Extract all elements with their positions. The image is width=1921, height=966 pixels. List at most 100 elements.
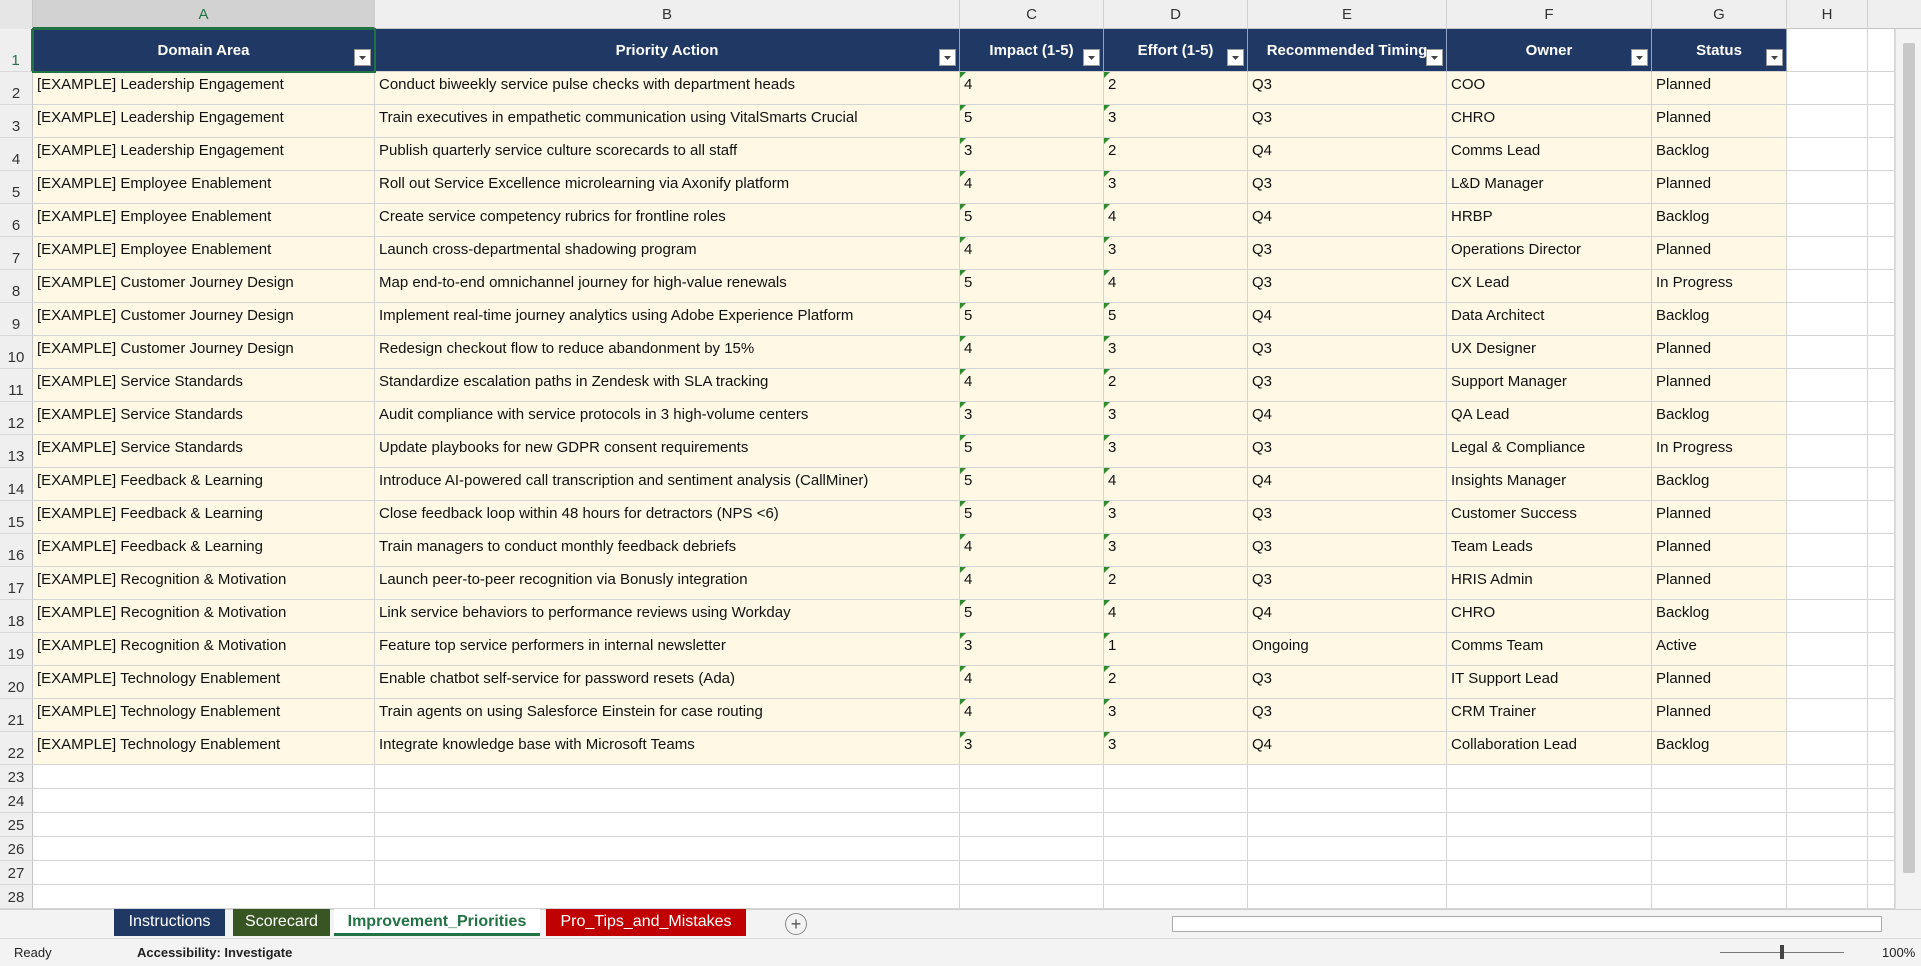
row-number[interactable]: 23 (0, 765, 33, 789)
data-cell[interactable]: 4 (960, 369, 1104, 402)
data-cell[interactable]: Planned (1652, 105, 1787, 138)
empty-cell[interactable] (33, 885, 375, 909)
empty-cell[interactable] (1787, 861, 1868, 885)
data-cell[interactable]: Planned (1652, 666, 1787, 699)
empty-cell[interactable] (1787, 837, 1868, 861)
empty-cell[interactable] (1447, 837, 1652, 861)
row-number[interactable]: 24 (0, 789, 33, 813)
data-cell[interactable]: Integrate knowledge base with Microsoft … (375, 732, 960, 765)
data-cell[interactable]: Planned (1652, 534, 1787, 567)
empty-cell[interactable] (1447, 765, 1652, 789)
data-cell[interactable]: Backlog (1652, 204, 1787, 237)
data-cell[interactable]: Implement real-time journey analytics us… (375, 303, 960, 336)
empty-cell[interactable] (1104, 789, 1248, 813)
data-cell[interactable]: Planned (1652, 501, 1787, 534)
empty-cell[interactable] (33, 789, 375, 813)
data-cell[interactable]: [EXAMPLE] Technology Enablement (33, 699, 375, 732)
data-cell[interactable]: Operations Director (1447, 237, 1652, 270)
data-cell[interactable]: 4 (960, 171, 1104, 204)
empty-cell[interactable] (1868, 885, 1895, 909)
empty-cell[interactable] (1787, 765, 1868, 789)
empty-cell[interactable] (1248, 885, 1447, 909)
empty-cell[interactable] (1868, 303, 1895, 336)
empty-cell[interactable] (375, 885, 960, 909)
data-cell[interactable]: Train executives in empathetic communica… (375, 105, 960, 138)
empty-cell[interactable] (375, 837, 960, 861)
data-cell[interactable]: [EXAMPLE] Feedback & Learning (33, 468, 375, 501)
sheet-tab[interactable]: Scorecard (233, 909, 330, 936)
header-cell[interactable]: Status (1652, 29, 1787, 72)
empty-cell[interactable] (1787, 303, 1868, 336)
column-letter[interactable]: A (33, 0, 375, 29)
column-letter[interactable]: C (960, 0, 1104, 29)
empty-cell[interactable] (1787, 336, 1868, 369)
data-cell[interactable]: 5 (960, 600, 1104, 633)
row-number[interactable]: 17 (0, 567, 33, 600)
empty-cell[interactable] (1868, 501, 1895, 534)
data-cell[interactable]: 4 (960, 567, 1104, 600)
empty-cell[interactable] (1868, 699, 1895, 732)
row-number[interactable]: 6 (0, 204, 33, 237)
row-number[interactable]: 12 (0, 402, 33, 435)
data-cell[interactable]: Q3 (1248, 105, 1447, 138)
row-number[interactable]: 10 (0, 336, 33, 369)
data-cell[interactable]: IT Support Lead (1447, 666, 1652, 699)
data-cell[interactable]: 3 (1104, 402, 1248, 435)
data-cell[interactable]: Planned (1652, 567, 1787, 600)
data-cell[interactable]: Q3 (1248, 435, 1447, 468)
data-cell[interactable]: Train agents on using Salesforce Einstei… (375, 699, 960, 732)
data-cell[interactable]: COO (1447, 72, 1652, 105)
data-cell[interactable]: HRIS Admin (1447, 567, 1652, 600)
data-cell[interactable]: Planned (1652, 699, 1787, 732)
data-cell[interactable]: Q3 (1248, 534, 1447, 567)
empty-cell[interactable] (1868, 666, 1895, 699)
empty-cell[interactable] (1447, 813, 1652, 837)
empty-cell[interactable] (1104, 861, 1248, 885)
data-cell[interactable]: 3 (1104, 105, 1248, 138)
data-cell[interactable]: 3 (960, 633, 1104, 666)
empty-cell[interactable] (1447, 885, 1652, 909)
data-cell[interactable]: 3 (1104, 237, 1248, 270)
sheet-tab[interactable]: Pro_Tips_and_Mistakes (546, 909, 746, 936)
empty-cell[interactable] (33, 765, 375, 789)
sheet-tab[interactable]: Improvement_Priorities (334, 909, 540, 936)
vertical-scrollbar[interactable] (1895, 29, 1921, 909)
data-cell[interactable]: Insights Manager (1447, 468, 1652, 501)
data-cell[interactable]: Introduce AI-powered call transcription … (375, 468, 960, 501)
empty-cell[interactable] (1787, 402, 1868, 435)
empty-cell[interactable] (1248, 765, 1447, 789)
data-cell[interactable]: 4 (960, 72, 1104, 105)
empty-cell[interactable] (1868, 468, 1895, 501)
data-cell[interactable]: 2 (1104, 72, 1248, 105)
column-letter[interactable]: B (375, 0, 960, 29)
row-number[interactable]: 21 (0, 699, 33, 732)
sheet-tab[interactable]: Instructions (114, 909, 225, 936)
empty-cell[interactable] (1652, 861, 1787, 885)
empty-cell[interactable] (1868, 534, 1895, 567)
row-number[interactable]: 22 (0, 732, 33, 765)
empty-cell[interactable] (1868, 204, 1895, 237)
data-cell[interactable]: [EXAMPLE] Employee Enablement (33, 204, 375, 237)
data-cell[interactable]: HRBP (1447, 204, 1652, 237)
data-cell[interactable]: Planned (1652, 72, 1787, 105)
data-cell[interactable]: 5 (960, 204, 1104, 237)
empty-cell[interactable] (1787, 29, 1868, 72)
data-cell[interactable]: 3 (960, 138, 1104, 171)
row-number[interactable]: 16 (0, 534, 33, 567)
filter-button[interactable] (354, 49, 371, 66)
data-cell[interactable]: Close feedback loop within 48 hours for … (375, 501, 960, 534)
row-number[interactable]: 1 (0, 29, 33, 72)
data-cell[interactable]: Q4 (1248, 303, 1447, 336)
empty-cell[interactable] (1868, 171, 1895, 204)
zoom-thumb[interactable] (1780, 945, 1784, 959)
empty-cell[interactable] (1868, 237, 1895, 270)
empty-cell[interactable] (1652, 765, 1787, 789)
empty-cell[interactable] (1787, 885, 1868, 909)
add-sheet-button[interactable]: + (785, 913, 807, 935)
empty-cell[interactable] (1787, 633, 1868, 666)
data-cell[interactable]: CX Lead (1447, 270, 1652, 303)
empty-cell[interactable] (960, 813, 1104, 837)
data-cell[interactable]: Q4 (1248, 732, 1447, 765)
empty-cell[interactable] (1868, 270, 1895, 303)
data-cell[interactable]: [EXAMPLE] Employee Enablement (33, 237, 375, 270)
